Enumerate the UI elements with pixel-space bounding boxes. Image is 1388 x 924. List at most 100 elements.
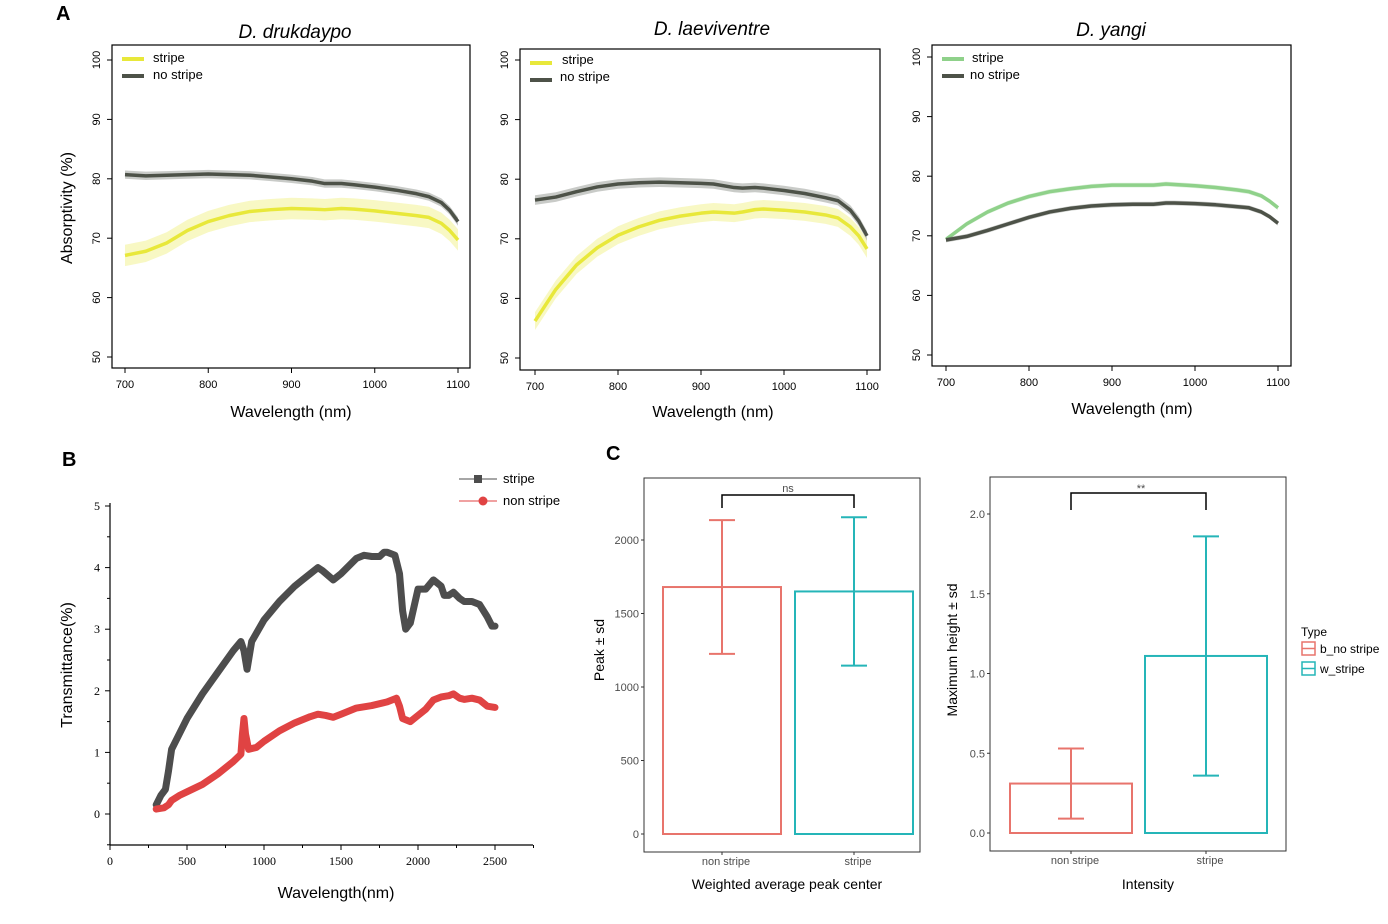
y-tick-label: 100 [911, 48, 923, 66]
significance-bracket [1070, 492, 1207, 510]
legend-label-no-stripe: no stripe [153, 67, 203, 82]
x-tick-label: 2000 [406, 854, 430, 868]
x-tick-label: 800 [199, 379, 217, 391]
panel-label-a: A [56, 3, 70, 25]
chart-a-laeviventre: D. laeviventre Wavelength (nm) stripe no… [499, 19, 881, 421]
y-tick-label: 1.5 [970, 589, 985, 601]
x-tick-label: 2500 [483, 854, 507, 868]
y-axis-label: Maximum height ± sd [944, 584, 960, 717]
x-tick-label: 0 [107, 854, 113, 868]
x-tick-label: 800 [609, 381, 627, 393]
y-tick-label: 50 [911, 349, 923, 361]
series-line-no-stripe [124, 172, 460, 223]
y-tick-label: 80 [91, 173, 103, 185]
x-tick-label: 1100 [446, 379, 470, 391]
chart-a-yangi: D. yangi Wavelength (nm) stripe no strip… [911, 20, 1292, 418]
y-tick-label: 1500 [615, 609, 639, 621]
series-line-stripe [944, 182, 1280, 241]
legend-label-no-stripe: no stripe [970, 67, 1020, 82]
y-tick-label: 60 [499, 292, 511, 304]
x-tick-label: 1100 [1266, 377, 1290, 389]
chart-title: D. laeviventre [654, 19, 770, 40]
x-tick-label: 700 [526, 381, 544, 393]
confidence-band [535, 200, 867, 330]
chart-c-peak: Weighted average peak center Peak ± sd n… [591, 477, 921, 892]
y-tick-label: 4 [94, 561, 100, 575]
plot-frame [519, 48, 881, 371]
significance-label: ns [782, 483, 794, 495]
y-axis-label: Transmittance(%) [59, 602, 76, 728]
legend-label-b-no-stripe: b_no stripe [1320, 642, 1380, 656]
y-tick-label: 1 [94, 745, 100, 759]
legend-label-stripe: stripe [562, 52, 594, 67]
x-tick-label: 700 [937, 377, 955, 389]
x-tick-label: 800 [1020, 377, 1038, 389]
legend-marker-square [474, 475, 482, 483]
x-tick-label: 1500 [329, 854, 353, 868]
confidence-band [125, 197, 458, 267]
series-line-stripe [533, 207, 869, 323]
x-tick-label: stripe [1197, 855, 1224, 867]
x-axis-label: Wavelength (nm) [1071, 401, 1192, 418]
x-tick-label: stripe [845, 856, 872, 868]
significance-label: ** [1137, 483, 1146, 495]
series-line-stripe [152, 548, 499, 809]
y-tick-label: 50 [91, 351, 103, 363]
x-axis-label: Intensity [1122, 876, 1174, 892]
legend-marker-circle [478, 496, 488, 506]
y-tick-label: 90 [911, 110, 923, 122]
legend-title: Type [1301, 625, 1327, 639]
y-tick-label: 60 [911, 289, 923, 301]
y-tick-label: 70 [499, 233, 511, 245]
x-tick-label: 900 [282, 379, 300, 391]
y-tick-label: 2000 [615, 535, 639, 547]
legend-label-non-stripe: non stripe [503, 493, 560, 508]
y-tick-label: 1000 [615, 682, 639, 694]
y-tick-label: 0.0 [970, 828, 985, 840]
y-tick-label: 50 [499, 352, 511, 364]
y-tick-label: 100 [91, 51, 103, 69]
x-tick-label: non stripe [702, 856, 750, 868]
significance-bracket [721, 494, 855, 508]
legend-label-w-stripe: w_stripe [1319, 662, 1365, 676]
x-tick-label: 900 [692, 381, 710, 393]
legend-label-stripe: stripe [972, 50, 1004, 65]
series-line-stripe [124, 206, 460, 258]
confidence-band [125, 169, 458, 226]
x-tick-label: 1000 [363, 379, 387, 391]
legend-label-stripe: stripe [153, 50, 185, 65]
x-axis-label: Wavelength (nm) [230, 404, 351, 421]
y-tick-label: 80 [499, 173, 511, 185]
series-line-non-stripe [152, 690, 499, 813]
legend-label-stripe: stripe [503, 471, 535, 486]
y-tick-label: 70 [91, 232, 103, 244]
x-tick-label: non stripe [1051, 855, 1099, 867]
x-tick-label: 500 [178, 854, 196, 868]
y-tick-label: 1.0 [970, 669, 985, 681]
y-tick-label: 3 [94, 622, 100, 636]
panel-label-b: B [62, 449, 76, 471]
y-axis-label: Absorptivity (%) [59, 152, 76, 264]
x-tick-label: 1000 [1183, 377, 1207, 389]
x-tick-label: 900 [1103, 377, 1121, 389]
y-tick-label: 90 [91, 113, 103, 125]
y-tick-label: 5 [94, 499, 100, 513]
x-tick-label: 1000 [252, 854, 276, 868]
plot-frame [989, 476, 1287, 852]
chart-title: D. drukdaypo [238, 22, 351, 43]
x-tick-label: 700 [116, 379, 134, 391]
chart-c-height: Intensity Maximum height ± sd ** Type b_… [944, 476, 1380, 892]
y-tick-label: 500 [621, 756, 639, 768]
y-tick-label: 0 [94, 807, 100, 821]
y-tick-label: 90 [499, 113, 511, 125]
y-tick-label: 100 [499, 51, 511, 69]
confidence-band [535, 177, 867, 241]
y-tick-label: 70 [911, 230, 923, 242]
x-tick-label: 1000 [772, 381, 796, 393]
series-line-no-stripe [945, 201, 1280, 242]
x-tick-label: 1100 [855, 381, 879, 393]
chart-b-transmittance: Wavelength(nm) Transmittance(%) stripe n… [59, 471, 560, 902]
chart-a-drukdaypo: D. drukdaypo Wavelength (nm) Absorptivit… [59, 22, 471, 421]
y-tick-label: 2.0 [970, 509, 985, 521]
